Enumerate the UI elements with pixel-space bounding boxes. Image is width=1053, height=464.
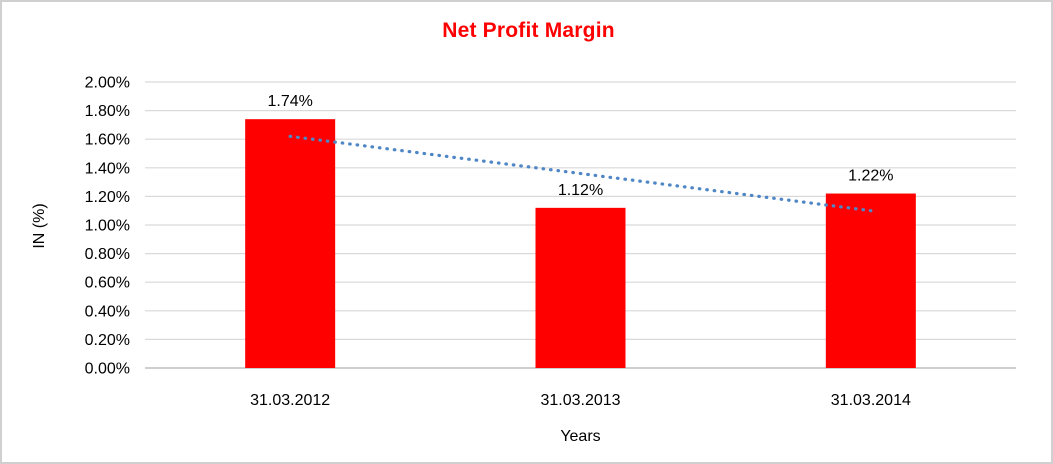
bar [825,193,916,368]
x-tick-label: 31.03.2012 [250,392,330,409]
y-tick-label: 1.20% [85,189,130,206]
x-tick-label: 31.03.2013 [540,392,620,409]
bar [535,207,626,368]
y-tick-label: 1.00% [85,218,130,235]
bar-value-label: 1.22% [848,168,893,185]
trendline [288,134,873,213]
y-tick-label: 1.60% [85,132,130,149]
x-tick-label: 31.03.2014 [831,392,911,409]
y-tick-label: 0.00% [85,361,130,378]
y-tick-label: 1.40% [85,160,130,177]
bar-value-label: 1.12% [558,182,603,199]
y-tick-label: 1.80% [85,103,130,120]
y-tick-label: 0.20% [85,332,130,349]
y-tick-label: 0.80% [85,246,130,263]
bar-value-label: 1.74% [267,93,312,110]
y-tick-label: 0.40% [85,303,130,320]
y-tick-label: 0.60% [85,275,130,292]
bar [245,119,336,369]
x-axis-title: Years [560,428,601,445]
y-tick-label: 2.00% [85,75,130,92]
chart-title: Net Profit Margin [442,19,615,42]
